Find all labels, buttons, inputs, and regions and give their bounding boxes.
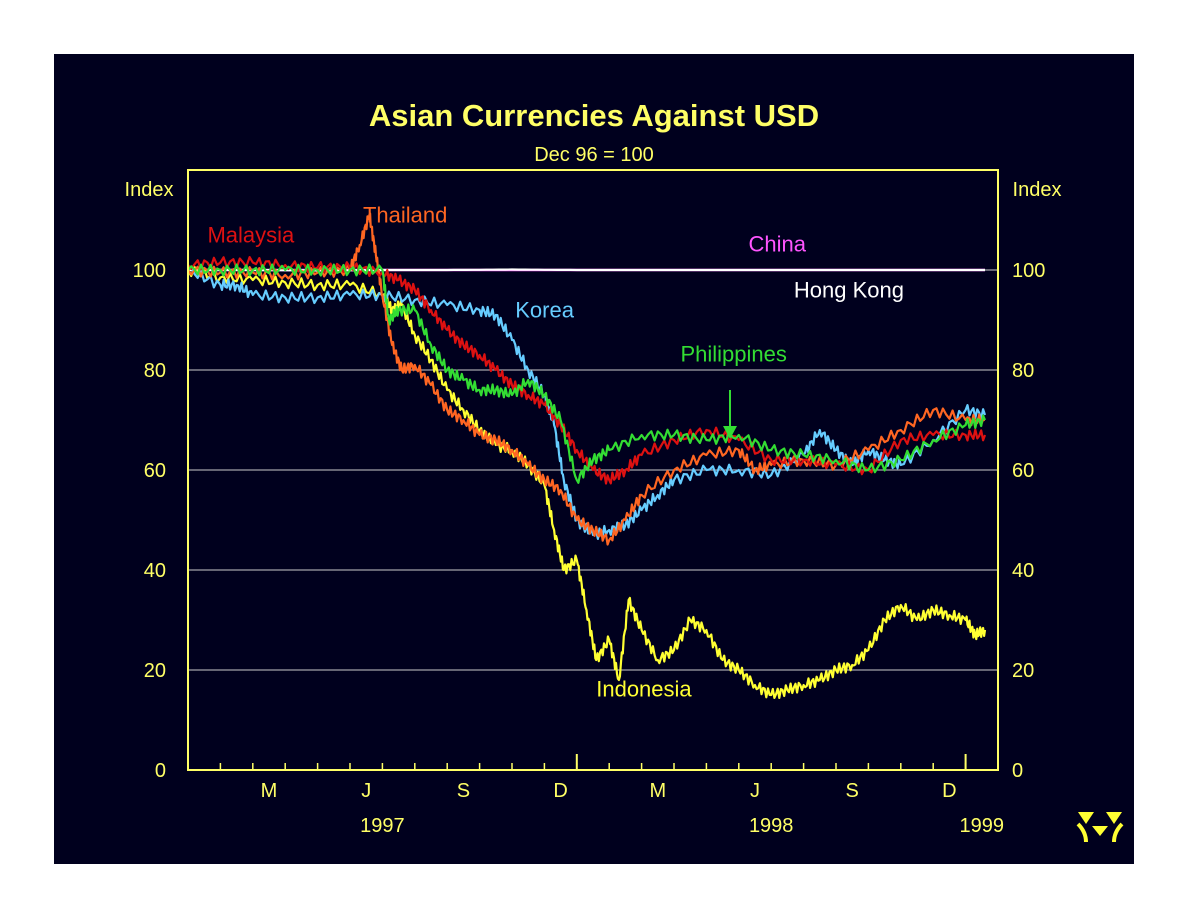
x-tick-label-D: D: [553, 780, 567, 802]
line-chart: Asian Currencies Against USD Dec 96 = 10…: [125, 98, 1124, 843]
year-label-1999: 1999: [960, 815, 1005, 837]
rba-logo-icon: [1076, 812, 1124, 843]
philippines-arrow: [723, 390, 737, 439]
y-tick-right-60: 60: [1012, 460, 1034, 482]
series-label-philippines: Philippines: [680, 342, 786, 367]
chart-title: Asian Currencies Against USD: [369, 98, 819, 133]
y-tick-left-60: 60: [144, 460, 166, 482]
y-tick-right-100: 100: [1012, 260, 1045, 282]
series-label-malaysia: Malaysia: [207, 223, 295, 248]
y-axis-label-left: Index: [125, 179, 174, 201]
y-tick-right-40: 40: [1012, 560, 1034, 582]
series-label-korea: Korea: [515, 298, 574, 323]
plot-frame: [187, 169, 999, 771]
series-line-philippines: [187, 263, 987, 484]
y-axis-label-right: Index: [1013, 179, 1062, 201]
y-tick-right-0: 0: [1012, 760, 1023, 782]
x-tick-label-J: J: [750, 780, 760, 802]
series-line-thailand: [187, 212, 986, 546]
y-tick-left-0: 0: [155, 760, 166, 782]
x-tick-label-M: M: [649, 780, 666, 802]
y-tick-left-40: 40: [144, 560, 166, 582]
series-label-thailand: Thailand: [363, 203, 447, 228]
y-tick-left-100: 100: [133, 260, 166, 282]
y-tick-left-80: 80: [144, 360, 166, 382]
series-line-indonesia: [187, 265, 987, 700]
series-labels: China Hong Kong Indonesia Korea Thailand Mala…: [207, 203, 904, 702]
x-tick-label-M: M: [261, 780, 278, 802]
chart-subtitle: Dec 96 = 100: [534, 144, 654, 166]
series-line-korea: [187, 265, 987, 540]
y-tick-right-80: 80: [1012, 360, 1034, 382]
chart-panel: Asian Currencies Against USD Dec 96 = 10…: [54, 54, 1134, 864]
series-label-indonesia: Indonesia: [596, 677, 692, 702]
y-tick-right-20: 20: [1012, 660, 1034, 682]
year-label-1997: 1997: [360, 815, 405, 837]
x-tick-label-S: S: [846, 780, 859, 802]
x-tick-label-S: S: [457, 780, 470, 802]
series-lines: [187, 212, 987, 700]
x-tick-label-D: D: [942, 780, 956, 802]
axis-ticks: 0 0 20 20 40 40 60 60 80 80 100 100 M J S D M J S D 1997 1998…: [133, 260, 1046, 837]
series-label-hong-kong: Hong Kong: [794, 278, 904, 303]
series-line-malaysia: [187, 256, 987, 485]
y-tick-left-20: 20: [144, 660, 166, 682]
series-label-china: China: [749, 232, 807, 257]
x-tick-label-J: J: [361, 780, 371, 802]
year-label-1998: 1998: [749, 815, 794, 837]
